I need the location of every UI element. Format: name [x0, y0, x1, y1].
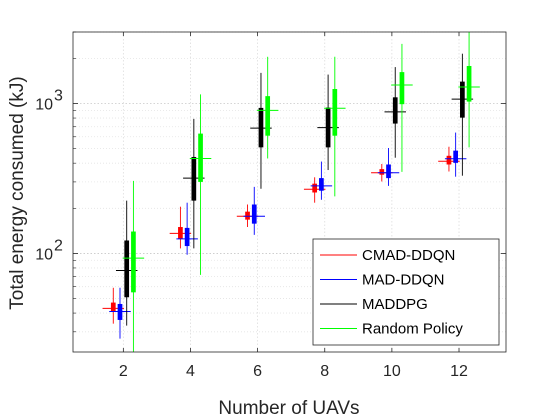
series-maddpg	[115, 53, 474, 326]
box	[258, 107, 264, 148]
legend-label: MAD-DDQN	[362, 272, 445, 289]
box	[332, 88, 338, 136]
plot-frame	[72, 31, 507, 353]
box	[386, 164, 391, 179]
box	[198, 133, 203, 182]
x-tick-label: 12	[450, 363, 468, 380]
series-random-policy	[122, 32, 480, 352]
legend-label: Random Policy	[362, 321, 463, 338]
series-cmad-ddqn	[102, 146, 460, 324]
legend-box	[312, 238, 500, 346]
box-plots	[102, 32, 480, 352]
legend: CMAD-DDQN MAD-DDQN MADDPG Random Policy	[312, 238, 500, 346]
x-tick-label: 10	[383, 363, 401, 380]
box	[453, 150, 459, 163]
box	[110, 302, 116, 312]
x-tick-label: 4	[186, 363, 195, 380]
box	[131, 231, 136, 293]
box	[460, 81, 465, 118]
box	[466, 65, 472, 102]
x-axis-ticks: 2 4 6 8 10 12	[119, 32, 468, 380]
x-tick-label: 2	[119, 363, 128, 380]
legend-label: CMAD-DDQN	[362, 247, 455, 264]
y-tick-label: 10	[35, 97, 53, 114]
box	[392, 97, 398, 124]
box	[191, 156, 197, 201]
box	[312, 183, 318, 193]
y-tick-exponent: 2	[54, 237, 63, 254]
box	[124, 240, 130, 298]
y-axis-label: Total energy consumed (kJ)	[7, 76, 28, 309]
box	[184, 227, 190, 247]
box	[265, 96, 271, 136]
box	[399, 72, 405, 105]
box	[319, 178, 324, 191]
box	[251, 204, 257, 224]
box	[446, 155, 452, 165]
box	[379, 169, 385, 175]
box	[245, 211, 250, 220]
x-axis-label: Number of UAVs	[218, 398, 359, 419]
legend-label: MADDPG	[362, 296, 428, 313]
y-tick-label: 10	[35, 246, 53, 263]
y-tick-exponent: 3	[54, 88, 63, 105]
x-tick-label: 6	[253, 363, 262, 380]
x-tick-label: 8	[320, 363, 329, 380]
